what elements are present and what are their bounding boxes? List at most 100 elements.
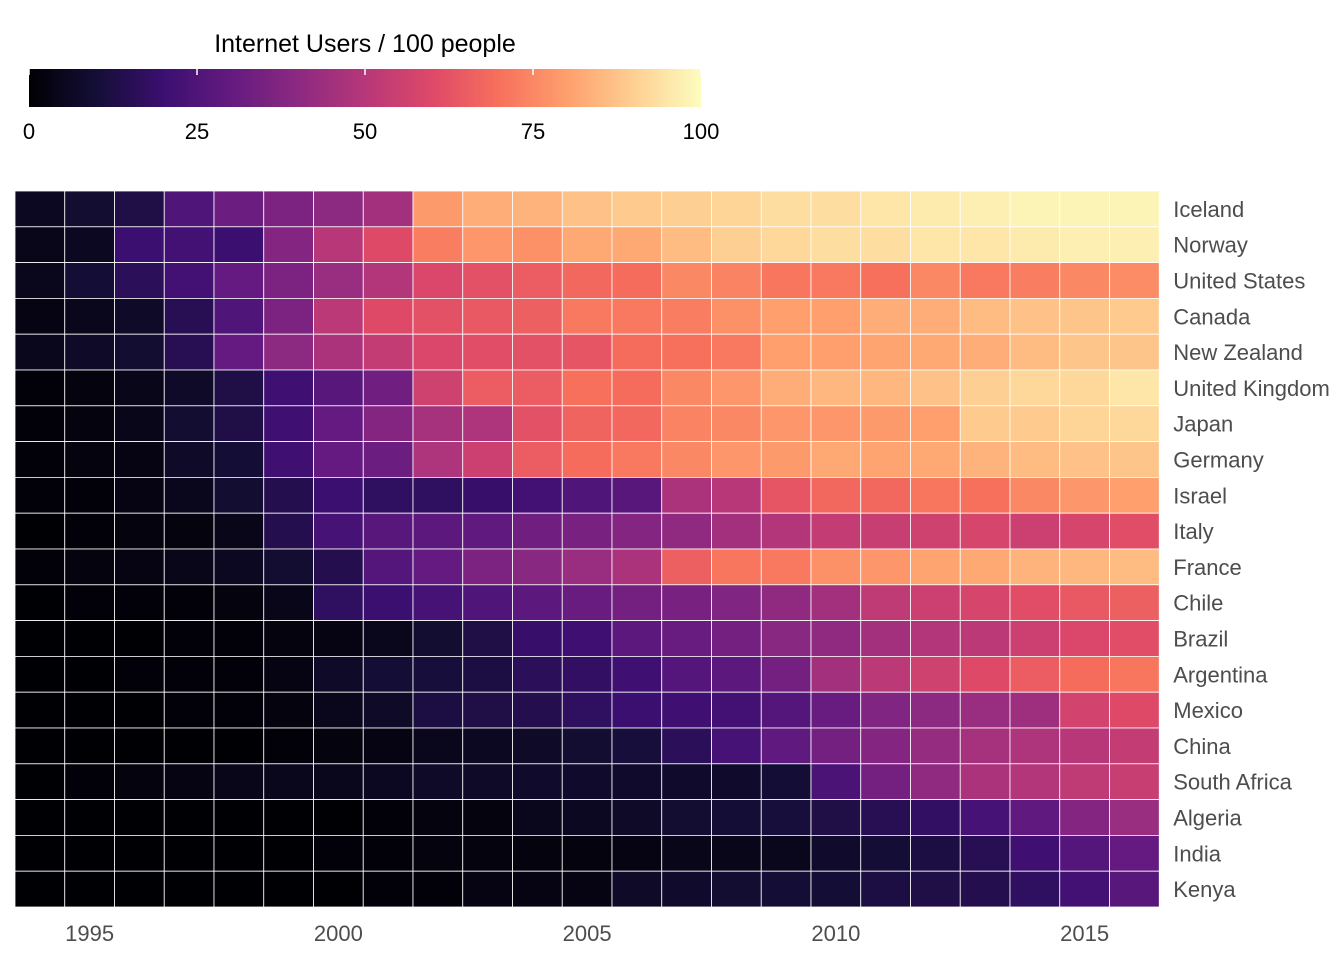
heatmap-cell [313, 405, 364, 442]
heatmap-cell [810, 369, 862, 407]
heatmap-cell [1109, 262, 1160, 299]
heatmap-cell [362, 512, 414, 550]
heatmap-cell [14, 190, 66, 228]
heatmap-cell [263, 476, 314, 514]
heatmap-cell [810, 870, 862, 908]
row-label: Kenya [1173, 877, 1236, 902]
heatmap-cell [959, 548, 1011, 586]
heatmap-cell [959, 441, 1011, 478]
heatmap-cell [661, 656, 712, 693]
heatmap-cell [561, 405, 613, 442]
heatmap-cell [661, 226, 712, 264]
heatmap-cell [1009, 333, 1061, 371]
heatmap-cell [1059, 691, 1110, 729]
heatmap-cell [910, 512, 961, 550]
heatmap-cell [910, 620, 961, 657]
heatmap-cell [561, 691, 613, 729]
heatmap-cell [959, 835, 1011, 872]
heatmap-cell [64, 727, 115, 765]
heatmap-cell [910, 799, 961, 836]
heatmap-cell [213, 548, 265, 586]
heatmap-cell [412, 584, 464, 621]
heatmap-cell [362, 799, 414, 836]
heatmap-cell [163, 620, 215, 657]
heatmap-cell [512, 190, 563, 228]
heatmap-cell [163, 835, 215, 872]
heatmap-cell [512, 870, 563, 908]
heatmap-cell [1059, 476, 1110, 514]
heatmap-cell [661, 835, 712, 872]
heatmap-cell [711, 405, 762, 442]
heatmap-cell [661, 297, 712, 335]
heatmap-cell [1009, 548, 1061, 586]
heatmap-cell [263, 262, 314, 299]
heatmap-cell [561, 584, 613, 621]
row-label: Brazil [1173, 627, 1228, 652]
heatmap-cell [711, 226, 762, 264]
heatmap-cell [362, 405, 414, 442]
heatmap-cell [561, 548, 613, 586]
heatmap-cell [64, 476, 115, 514]
heatmap-cell [1009, 369, 1061, 407]
heatmap-cell [362, 870, 414, 908]
heatmap-cell [910, 441, 961, 478]
heatmap-cell [163, 584, 215, 621]
legend-title: Internet Users / 100 people [214, 30, 516, 58]
heatmap-cell [810, 835, 862, 872]
heatmap-cell [313, 656, 364, 693]
heatmap-cell [860, 369, 911, 407]
heatmap-cell [661, 262, 712, 299]
row-label: Israel [1173, 483, 1227, 508]
heatmap-cell [760, 548, 812, 586]
heatmap-cell [163, 190, 215, 228]
heatmap-cell [213, 405, 265, 442]
heatmap-cell [64, 548, 115, 586]
heatmap-cell [910, 262, 961, 299]
heatmap-cell [14, 297, 66, 335]
heatmap-cell [760, 262, 812, 299]
row-label: South Africa [1173, 770, 1292, 795]
heatmap-cell [64, 405, 115, 442]
heatmap-cell [512, 763, 563, 800]
heatmap-cell [959, 405, 1011, 442]
heatmap-cell [163, 369, 215, 407]
heatmap-cell [114, 476, 165, 514]
heatmap-cell [711, 799, 762, 836]
heatmap-cell [611, 226, 663, 264]
heatmap-cell [611, 763, 663, 800]
heatmap-cell [860, 656, 911, 693]
heatmap-cell [114, 441, 165, 478]
heatmap-cell [64, 369, 115, 407]
heatmap-cell [810, 333, 862, 371]
heatmap-cell [860, 763, 911, 800]
heatmap-cell [910, 190, 961, 228]
heatmap-cell [661, 512, 712, 550]
heatmap-cell [810, 727, 862, 765]
heatmap-cell [462, 727, 513, 765]
heatmap-cell [213, 584, 265, 621]
heatmap-cell [313, 262, 364, 299]
heatmap-cell [1109, 548, 1160, 586]
heatmap-cell [163, 763, 215, 800]
heatmap-cell [114, 297, 165, 335]
heatmap-cell [561, 656, 613, 693]
heatmap-cell [313, 799, 364, 836]
heatmap-cell [1109, 190, 1160, 228]
heatmap-cell [711, 262, 762, 299]
heatmap-cell [1009, 835, 1061, 872]
heatmap-cell [114, 835, 165, 872]
heatmap-cell [263, 870, 314, 908]
heatmap-cell [860, 297, 911, 335]
heatmap-cell [412, 441, 464, 478]
heatmap-cell [1109, 441, 1160, 478]
heatmap-cell [611, 190, 663, 228]
heatmap-cell [959, 763, 1011, 800]
heatmap-cell [512, 691, 563, 729]
heatmap-cell [661, 333, 712, 371]
heatmap-cell [412, 691, 464, 729]
heatmap-cell [1109, 620, 1160, 657]
heatmap-cell [14, 835, 66, 872]
heatmap-cell [561, 620, 613, 657]
heatmap-cell [462, 369, 513, 407]
heatmap-cell [313, 512, 364, 550]
